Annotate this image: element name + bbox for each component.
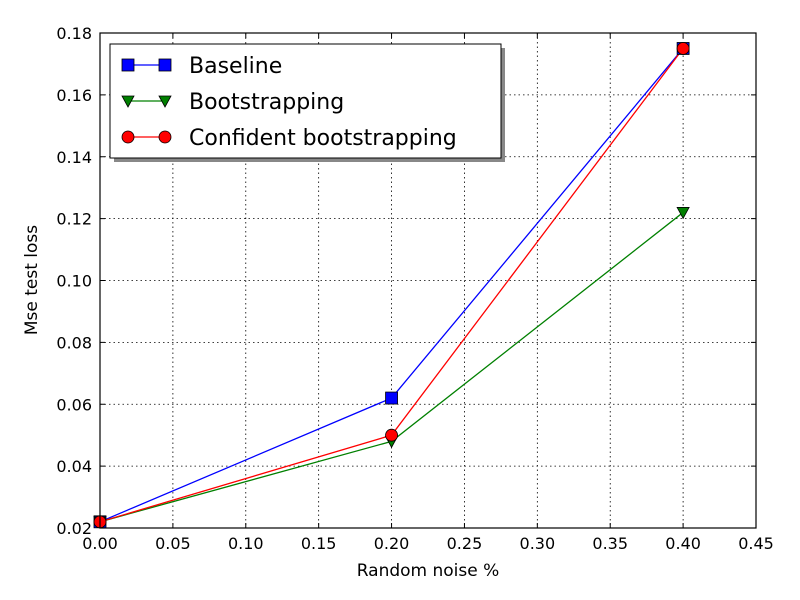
y-tick-label: 0.16 <box>56 86 92 105</box>
legend-marker <box>121 58 135 72</box>
data-point <box>385 391 398 405</box>
y-tick-label: 0.08 <box>56 333 92 352</box>
y-tick-label: 0.12 <box>56 210 92 229</box>
legend-label: Baseline <box>189 54 282 79</box>
data-point <box>676 207 690 220</box>
x-tick-label: 0.35 <box>592 534 628 553</box>
legend-marker <box>158 58 172 72</box>
x-tick-label: 0.25 <box>447 534 483 553</box>
x-tick-label: 0.30 <box>520 534 556 553</box>
data-point <box>676 42 690 55</box>
legend-label: Confident bootstrapping <box>189 126 457 151</box>
y-tick-label: 0.02 <box>56 519 92 538</box>
legend-box <box>109 43 502 159</box>
legend-entry: Bootstrapping <box>121 90 344 115</box>
legend-entry: Baseline <box>121 54 282 79</box>
y-tick-label: 0.10 <box>56 272 92 291</box>
x-axis-label: Random noise % <box>357 561 500 581</box>
legend-label: Bootstrapping <box>189 90 344 115</box>
y-tick-label: 0.04 <box>56 457 92 476</box>
x-tick-label: 0.45 <box>738 534 774 553</box>
x-tick-label: 0.15 <box>301 534 337 553</box>
y-tick-label: 0.06 <box>56 395 92 414</box>
legend-marker <box>121 95 135 108</box>
y-tick-label: 0.14 <box>56 148 92 167</box>
x-tick-label: 0.40 <box>665 534 701 553</box>
y-axis: 0.02 0.04 0.06 0.08 0.10 0.12 0.14 0.16 0.18 <box>56 24 756 538</box>
y-tick-label: 0.18 <box>56 24 92 43</box>
legend: Baseline Bootstrapping Confident bootstrap… <box>109 43 505 162</box>
legend-marker <box>158 130 172 144</box>
x-tick-label: 0.05 <box>155 534 191 553</box>
legend-marker <box>121 130 135 144</box>
y-axis-label: Mse test loss <box>22 225 42 335</box>
x-tick-label: 0.00 <box>82 534 118 553</box>
x-tick-label: 0.10 <box>228 534 264 553</box>
x-tick-label: 0.20 <box>374 534 410 553</box>
x-axis: 0.00 0.05 0.10 0.15 0.20 0.25 0.30 0.35 0.40 0.45 <box>82 33 774 553</box>
legend-entry: Confident bootstrapping <box>121 126 457 151</box>
legend-marker <box>158 95 172 108</box>
data-point <box>385 428 398 442</box>
